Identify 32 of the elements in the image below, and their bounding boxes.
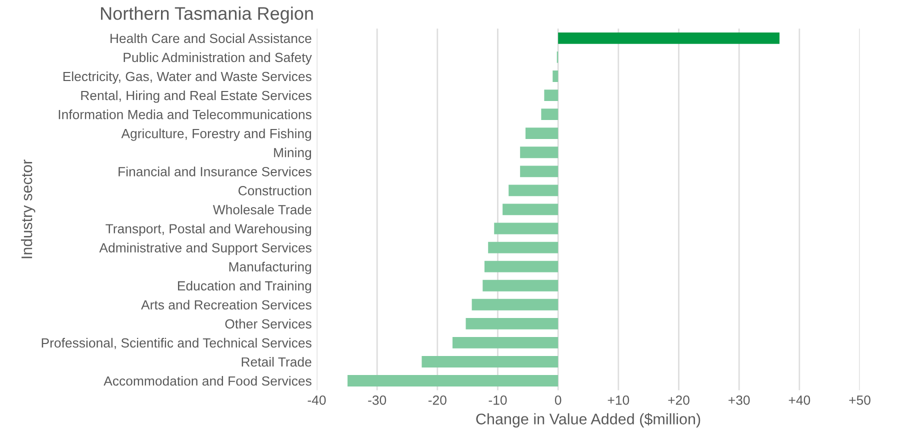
x-tick-label: -10 — [488, 395, 507, 405]
x-tick-label: -30 — [368, 395, 386, 405]
y-tick-label: Information Media and Telecommunications — [58, 110, 312, 120]
y-axis-title: Industry sector — [20, 160, 36, 258]
x-tick-label: -40 — [308, 395, 326, 405]
x-tick-label: 0 — [554, 395, 562, 405]
y-tick-label: Wholesale Trade — [212, 204, 312, 214]
x-tick-label: +20 — [668, 395, 690, 405]
y-tick-label: Professional, Scientific and Technical Services — [42, 338, 312, 350]
x-tick-label: +10 — [608, 395, 630, 405]
x-tick-label: +50 — [849, 395, 870, 405]
y-tick-label: Other Services — [225, 318, 312, 329]
y-tick-label: Education and Training — [178, 280, 312, 294]
y-tick-label: Rental, Hiring and Real Estate Services — [81, 90, 312, 103]
y-tick-label: Financial and Insurance Services — [118, 166, 312, 176]
y-tick-label: Electricity, Gas, Water and Waste Services — [63, 71, 312, 84]
y-tick-label: Retail Trade — [242, 356, 312, 367]
y-tick-label: Construction — [238, 186, 312, 196]
y-tick-label: Accommodation and Food Services — [104, 376, 312, 386]
y-tick-label: Arts and Recreation Services — [141, 300, 312, 310]
y-tick-label: Agriculture, Forestry and Fishing — [121, 128, 312, 141]
x-axis-title: Change in Value Added ($million) — [476, 413, 700, 428]
x-tick-label: +40 — [788, 395, 810, 405]
x-tick-label: +30 — [728, 395, 750, 405]
y-tick-label: Transport, Postal and Warehousing — [106, 224, 312, 236]
y-tick-label: Mining — [274, 148, 312, 160]
y-tick-label: Manufacturing — [229, 262, 312, 274]
x-tick-label: -20 — [428, 395, 446, 405]
y-tick-label: Health Care and Social Assistance — [110, 33, 312, 44]
chart-title: Northern Tasmania Region — [101, 6, 313, 24]
y-tick-label: Administrative and Support Services — [99, 242, 312, 256]
y-tick-label: Public Administration and Safety — [124, 52, 312, 65]
